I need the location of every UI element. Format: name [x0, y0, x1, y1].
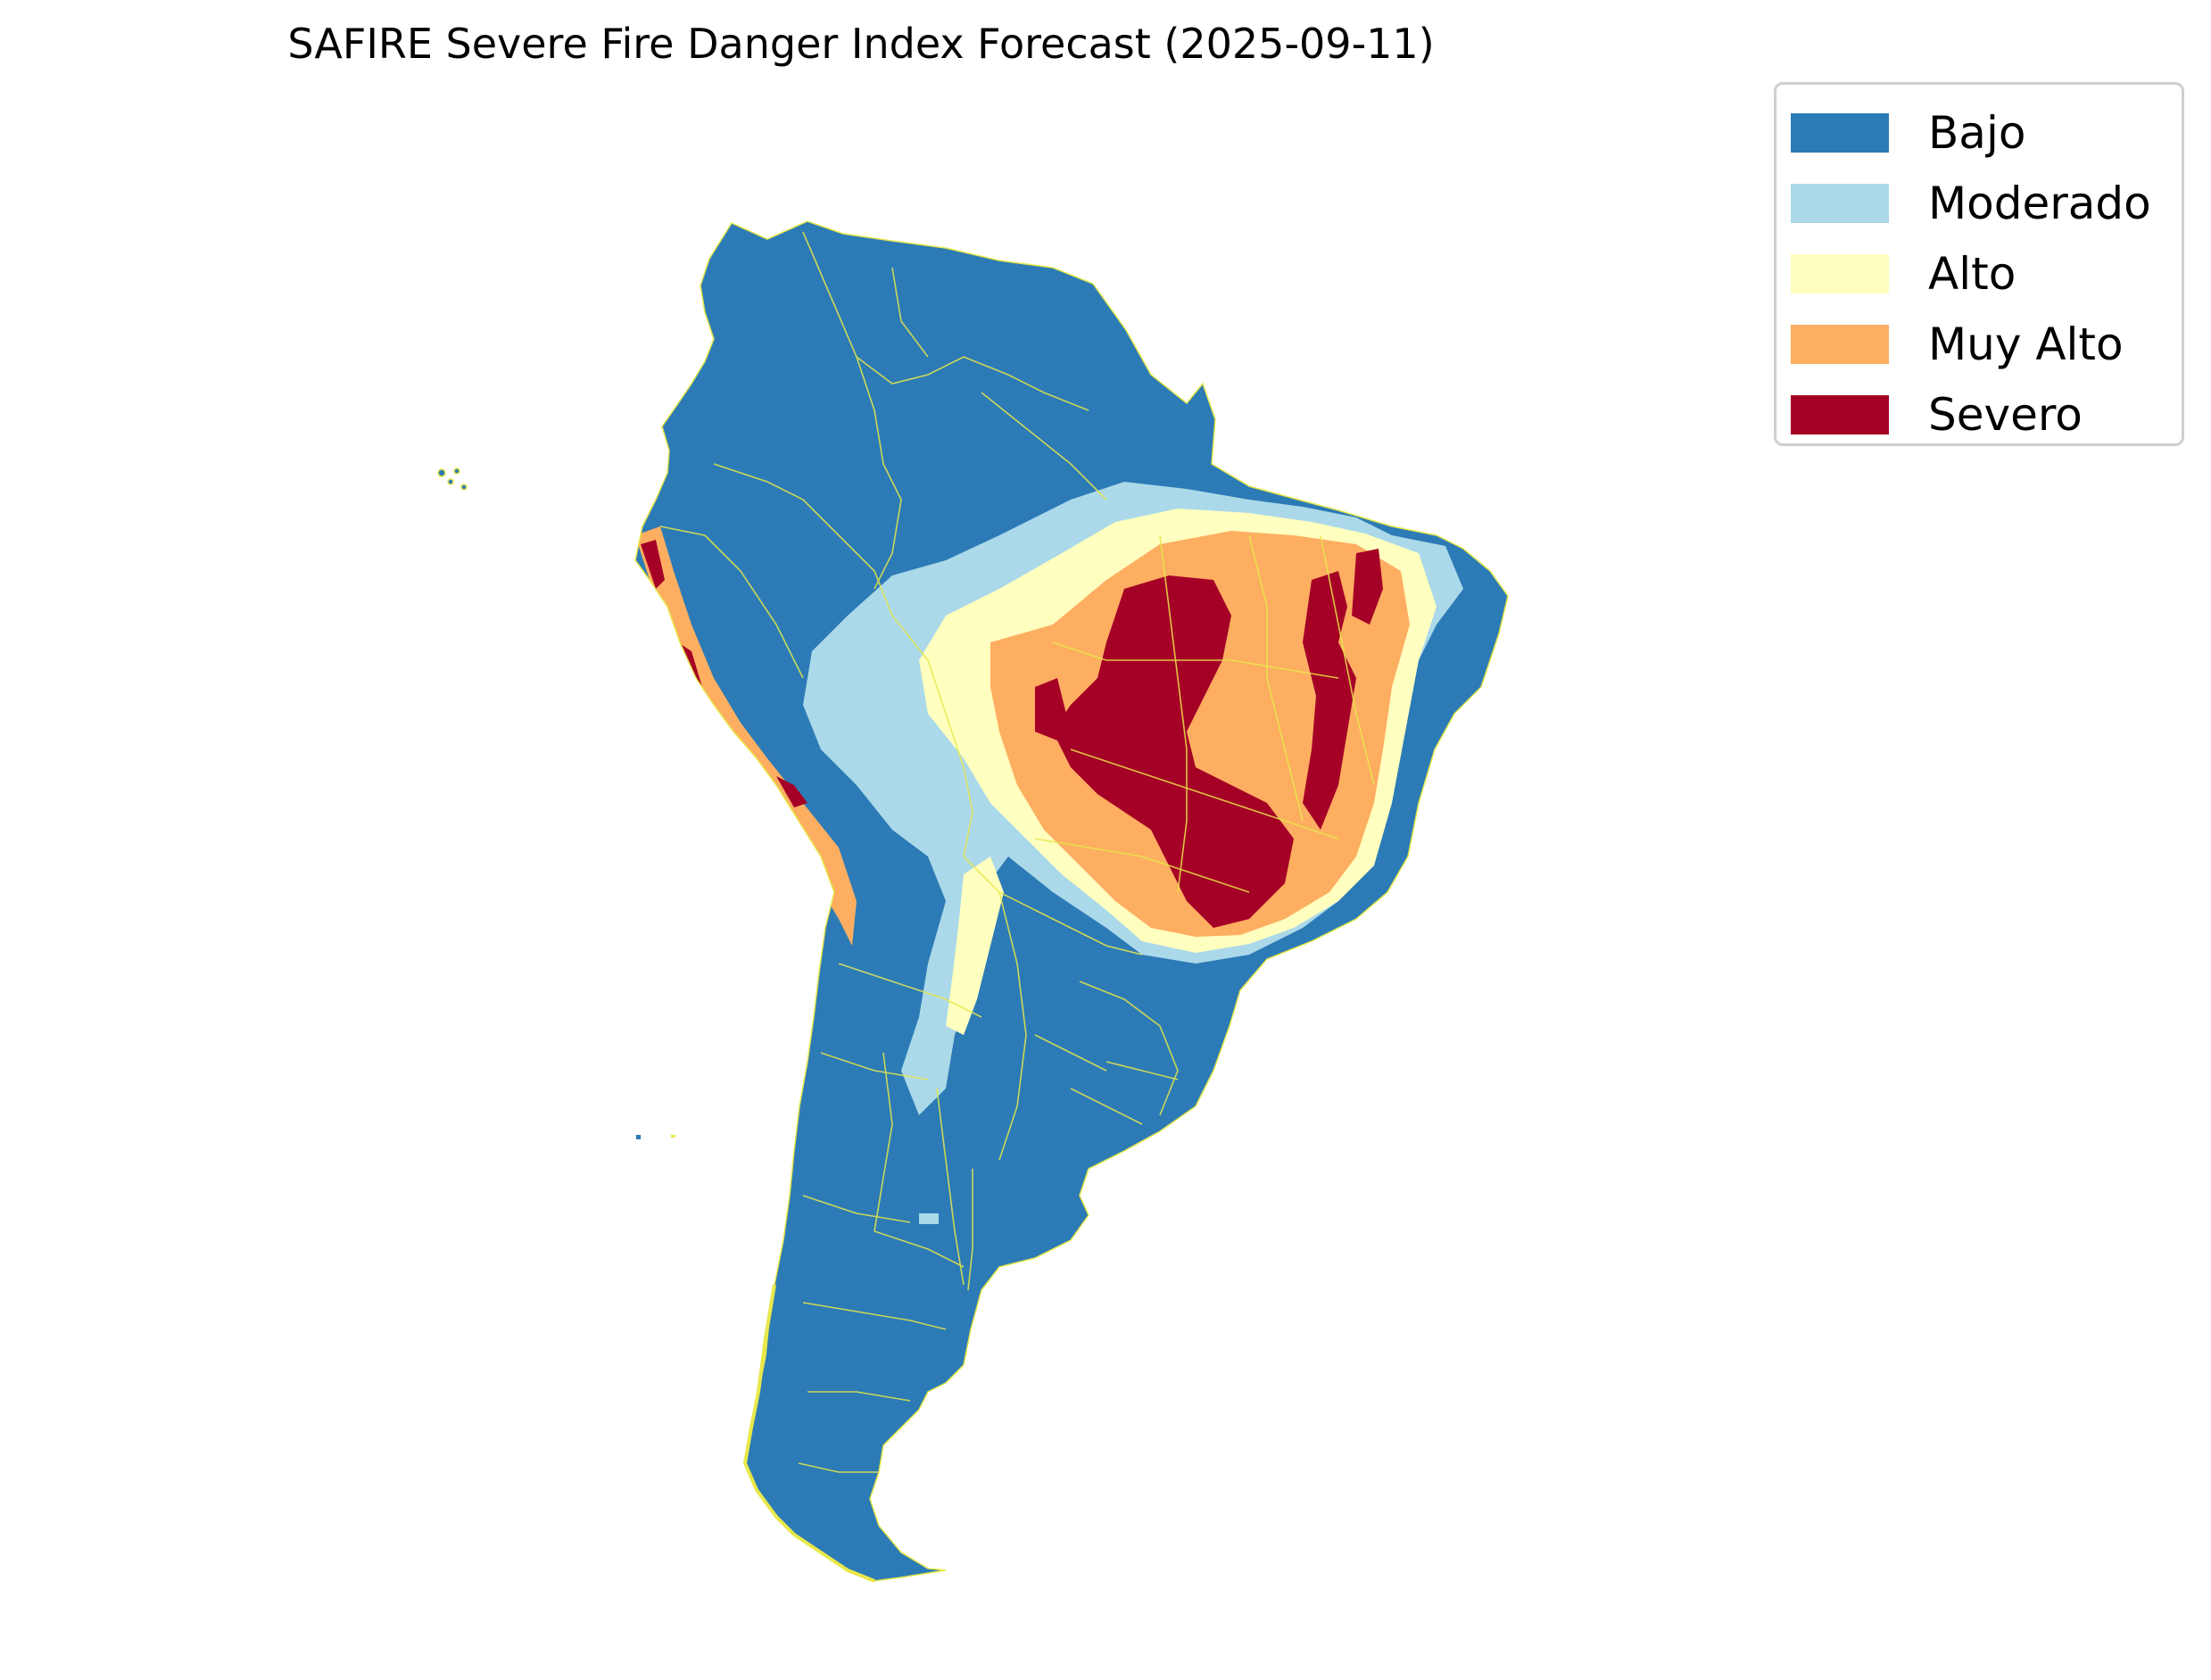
- legend-item-muy-alto: Muy Alto: [1776, 309, 2182, 379]
- zone-severo-west: [1035, 678, 1066, 741]
- legend-label-severo: Severo: [1928, 388, 2083, 441]
- legend-swatch-moderado: [1791, 183, 1889, 223]
- legend-item-severo: Severo: [1776, 379, 2182, 450]
- zone-coast-severo: [641, 540, 807, 807]
- legend-swatch-alto: [1791, 253, 1889, 294]
- legend-item-alto: Alto: [1776, 238, 2182, 309]
- administrative-borders: [659, 231, 1375, 1473]
- legend: Bajo Moderado Alto Muy Alto Severo: [1774, 82, 2184, 446]
- zone-severo-central: [1053, 575, 1294, 928]
- land-outline: [634, 220, 1509, 1582]
- map-title: SAFIRE Severe Fire Danger Index Forecast…: [287, 20, 1435, 68]
- legend-swatch-muy-alto: [1791, 324, 1889, 364]
- legend-label-moderado: Moderado: [1928, 177, 2151, 229]
- zone-severo-northeast: [1303, 571, 1356, 830]
- legend-item-bajo: Bajo: [1776, 97, 2182, 168]
- legend-swatch-severo: [1791, 394, 1889, 434]
- fire-danger-map: [437, 220, 1509, 1583]
- zone-moderado-patch: [923, 1071, 940, 1094]
- zone-severo-east: [1352, 549, 1383, 625]
- zone-moderado-patch: [919, 1213, 939, 1224]
- offshore-island: [636, 1135, 641, 1139]
- galapagos-islands: [437, 468, 468, 491]
- legend-item-moderado: Moderado: [1776, 168, 2182, 238]
- offshore-island: [671, 1135, 675, 1138]
- legend-label-muy-alto: Muy Alto: [1928, 318, 2124, 370]
- zone-alto-andes: [946, 857, 1004, 1035]
- legend-swatch-bajo: [1791, 112, 1889, 153]
- legend-label-alto: Alto: [1928, 247, 2016, 300]
- legend-label-bajo: Bajo: [1928, 106, 2026, 159]
